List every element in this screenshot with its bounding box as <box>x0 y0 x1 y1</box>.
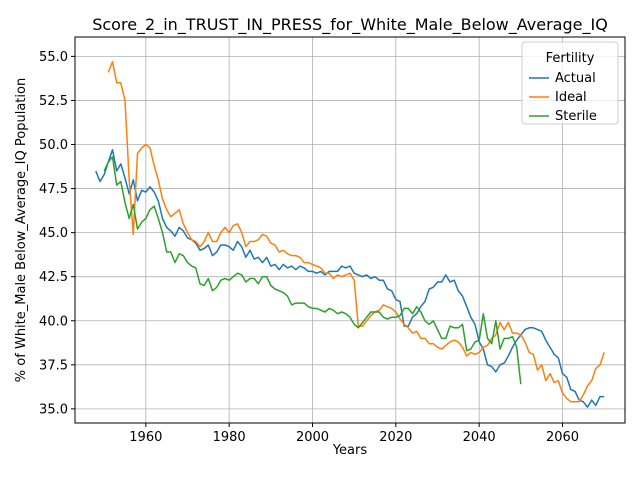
series-lines <box>95 60 605 408</box>
legend: Fertility Actual Ideal Sterile <box>521 41 619 125</box>
series-line-sterile <box>103 156 522 385</box>
x-tick-label: 2060 <box>546 430 579 445</box>
gridlines <box>75 37 625 423</box>
legend-box <box>521 41 619 125</box>
x-tick-label: 2000 <box>296 430 329 445</box>
y-tick-label: 40.0 <box>39 314 68 329</box>
y-tick-label: 45.0 <box>39 226 68 241</box>
legend-label-actual: Actual <box>555 71 596 86</box>
series-line-actual <box>95 149 605 408</box>
y-axis: 35.0 37.5 40.0 42.5 45.0 47.5 50.0 52.5 55.0 <box>39 50 75 417</box>
chart-title: Score_2_in_TRUST_IN_PRESS_for_White_Male… <box>92 15 608 35</box>
x-axis: 1960 1980 2000 2020 2040 2060 <box>129 423 579 445</box>
y-tick-label: 55.0 <box>39 50 68 65</box>
x-tick-label: 1980 <box>213 430 246 445</box>
legend-title: Fertility <box>546 51 595 66</box>
y-tick-label: 50.0 <box>39 138 68 153</box>
x-tick-label: 1960 <box>129 430 162 445</box>
legend-label-sterile: Sterile <box>555 109 597 124</box>
y-tick-label: 52.5 <box>39 94 68 109</box>
y-axis-label: % of White_Male Below_Average_IQ Populat… <box>14 78 29 382</box>
y-tick-label: 47.5 <box>39 182 68 197</box>
legend-label-ideal: Ideal <box>555 90 587 105</box>
plot-frame <box>74 36 626 424</box>
y-tick-label: 37.5 <box>39 358 68 373</box>
x-tick-label: 2020 <box>379 430 412 445</box>
y-tick-label: 42.5 <box>39 270 68 285</box>
series-line-ideal <box>107 60 605 403</box>
x-tick-label: 2040 <box>463 430 496 445</box>
y-tick-label: 35.0 <box>39 402 68 417</box>
x-axis-label: Years <box>332 443 368 458</box>
